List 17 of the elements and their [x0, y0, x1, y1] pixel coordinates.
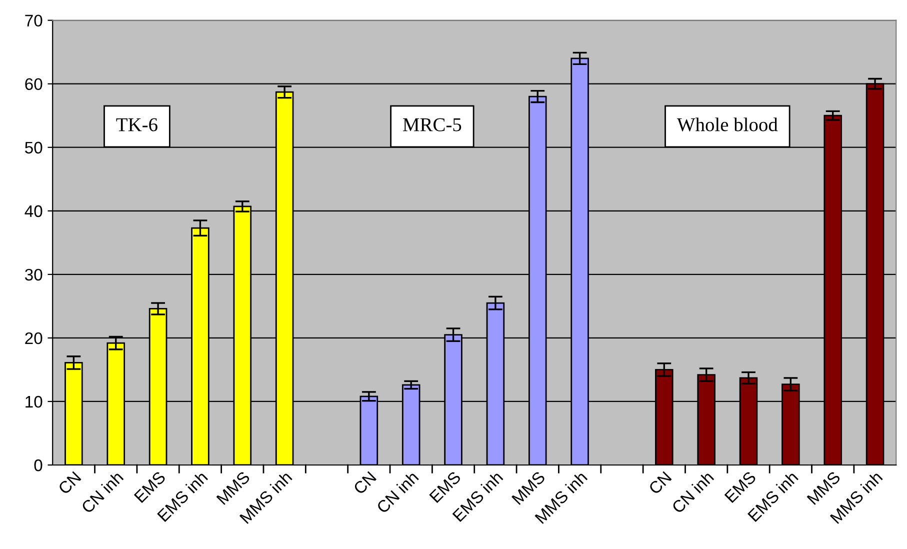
- y-tick-label: 70: [25, 14, 42, 27]
- annotation: MRC-5: [403, 118, 462, 132]
- annotation: Whole blood: [676, 118, 778, 132]
- y-tick-label: 20: [25, 332, 42, 344]
- y-tick-label: 10: [26, 396, 42, 408]
- x-tick-label: CN inh: [670, 470, 714, 514]
- x-tick-label: CN inh: [80, 470, 124, 514]
- x-tick-label: CN inh: [376, 470, 419, 514]
- x-tick-label: CN: [58, 471, 82, 495]
- x-tick-label: CN: [648, 471, 672, 495]
- annotation: TK-6: [116, 118, 158, 132]
- y-tick-label: 0: [34, 459, 42, 472]
- x-tick-label: CN: [352, 471, 377, 495]
- y-tick-label: 60: [25, 78, 42, 90]
- y-tick-label: 50: [25, 142, 42, 154]
- y-tick-label: 40: [24, 205, 42, 218]
- y-tick-label: 30: [24, 268, 42, 281]
